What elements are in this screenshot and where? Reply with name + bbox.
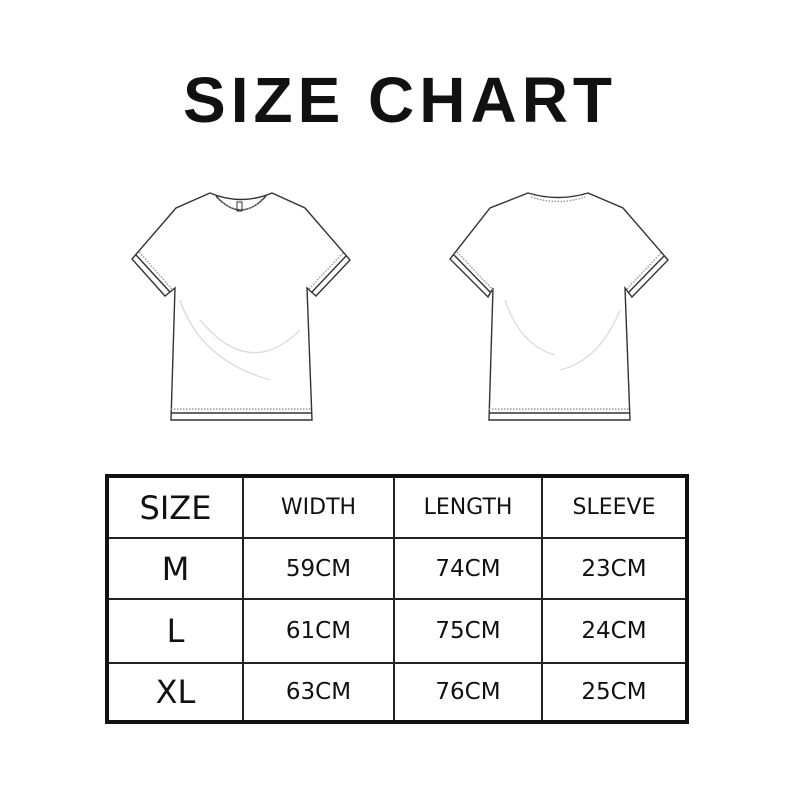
- sleeve-cell: 24CM: [541, 598, 688, 664]
- width-cell: 61CM: [242, 598, 395, 664]
- tshirt-back-icon: [449, 192, 669, 421]
- length-cell: 74CM: [393, 537, 543, 600]
- tshirt-front-icon: [131, 192, 351, 421]
- header-size: SIZE: [106, 475, 244, 539]
- width-cell: 59CM: [242, 537, 395, 600]
- size-cell: XL: [106, 662, 244, 723]
- length-cell: 76CM: [393, 662, 543, 723]
- table-row: XL 63CM 76CM 25CM: [106, 662, 688, 723]
- length-cell: 75CM: [393, 598, 543, 664]
- size-cell: M: [106, 537, 244, 600]
- table-header-row: SIZE WIDTH LENGTH SLEEVE: [106, 475, 688, 539]
- sleeve-cell: 25CM: [541, 662, 688, 723]
- header-length: LENGTH: [393, 475, 543, 539]
- size-cell: L: [106, 598, 244, 664]
- header-width: WIDTH: [242, 475, 395, 539]
- header-sleeve: SLEEVE: [541, 475, 688, 539]
- table-row: M 59CM 74CM 23CM: [106, 537, 688, 600]
- width-cell: 63CM: [242, 662, 395, 723]
- table-row: L 61CM 75CM 24CM: [106, 598, 688, 664]
- sleeve-cell: 23CM: [541, 537, 688, 600]
- tshirt-illustrations: [131, 192, 669, 421]
- size-table: SIZE WIDTH LENGTH SLEEVE M 59CM 74CM 23C…: [105, 474, 689, 724]
- page-title: SIZE CHART: [183, 64, 617, 136]
